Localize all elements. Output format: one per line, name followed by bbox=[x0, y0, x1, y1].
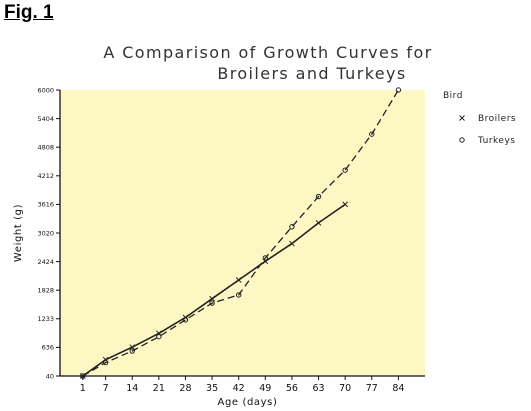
data-point-broilers bbox=[235, 277, 242, 283]
data-point-turkeys bbox=[342, 167, 348, 173]
x-tick-label: 84 bbox=[392, 383, 404, 394]
plot-background bbox=[60, 90, 425, 376]
chart-title-line-1: A Comparison of Growth Curves for bbox=[103, 43, 432, 62]
data-point-turkeys bbox=[129, 348, 135, 354]
legend-title: Bird bbox=[443, 91, 463, 101]
y-tick-label: 4808 bbox=[37, 144, 54, 152]
y-tick-label: 2424 bbox=[37, 258, 54, 266]
x-tick-label: 56 bbox=[286, 383, 298, 394]
x-axis-label: Age (days) bbox=[218, 397, 278, 408]
data-point-broilers bbox=[209, 295, 215, 302]
data-point-turkeys bbox=[156, 333, 162, 340]
axes-layer: 40 636 1233 1828 2424 3020 3616 4212 4808 5404 600… bbox=[37, 86, 425, 394]
y-axis-label: Weight (g) bbox=[13, 204, 24, 262]
x-tick-label: 1 bbox=[80, 383, 86, 394]
legend-label-turkeys: Turkeys bbox=[477, 136, 515, 146]
marker-stroke bbox=[342, 201, 349, 208]
legend-marker-broilers bbox=[459, 115, 465, 121]
data-point-turkeys bbox=[315, 193, 322, 200]
data-point-broilers bbox=[315, 220, 322, 226]
marker-stroke bbox=[235, 277, 242, 283]
marker-stroke bbox=[209, 295, 215, 302]
data-point-turkeys bbox=[395, 87, 402, 93]
y-tick-label: 6000 bbox=[37, 86, 54, 94]
marker-stroke bbox=[459, 115, 465, 121]
x-tick-label: 63 bbox=[312, 383, 324, 394]
data-point-turkeys bbox=[209, 300, 215, 306]
marker-stroke bbox=[289, 240, 295, 247]
y-tick-label: 1828 bbox=[37, 287, 54, 295]
y-tick-label: 636 bbox=[42, 344, 54, 352]
series-layer bbox=[79, 87, 402, 379]
legend-items: Broilers Turkeys bbox=[459, 114, 516, 146]
x-tick-label: 70 bbox=[339, 383, 351, 394]
y-tick-label: 5404 bbox=[37, 115, 54, 123]
data-point-turkeys bbox=[80, 373, 86, 379]
marker-stroke bbox=[129, 344, 136, 351]
legend: Bird Broilers Turkeys bbox=[443, 91, 516, 146]
x-tick-label: 7 bbox=[103, 383, 109, 394]
data-point-broilers bbox=[342, 201, 349, 208]
chart-title-line-2: Broilers and Turkeys bbox=[217, 64, 406, 83]
x-tick-label: 42 bbox=[233, 383, 245, 394]
data-point-turkeys bbox=[182, 317, 189, 323]
x-tick-label: 21 bbox=[153, 383, 165, 394]
x-tick-label: 28 bbox=[179, 383, 191, 394]
data-point-turkeys bbox=[102, 359, 109, 366]
data-point-broilers bbox=[289, 240, 295, 247]
y-tick-label: 3020 bbox=[37, 229, 54, 237]
data-point-turkeys bbox=[369, 131, 375, 137]
y-tick-label: 3616 bbox=[37, 201, 54, 209]
y-tick-label: 40 bbox=[46, 372, 54, 380]
x-tick-label: 49 bbox=[259, 383, 271, 394]
legend-marker-turkeys bbox=[459, 137, 465, 143]
x-tick-label: 35 bbox=[206, 383, 218, 394]
x-tick-label: 14 bbox=[126, 383, 138, 394]
data-point-broilers bbox=[129, 344, 136, 351]
figure-label: Fig. 1 bbox=[4, 2, 54, 23]
legend-label-broilers: Broilers bbox=[478, 114, 516, 124]
y-tick-label: 4212 bbox=[37, 172, 54, 180]
data-point-turkeys bbox=[262, 255, 269, 261]
y-tick-label: 1233 bbox=[37, 315, 54, 323]
series-line-turkeys bbox=[82, 89, 399, 377]
marker-stroke bbox=[315, 220, 322, 226]
data-point-turkeys bbox=[235, 292, 242, 298]
x-tick-label: 77 bbox=[366, 383, 378, 394]
data-point-turkeys bbox=[289, 224, 295, 230]
